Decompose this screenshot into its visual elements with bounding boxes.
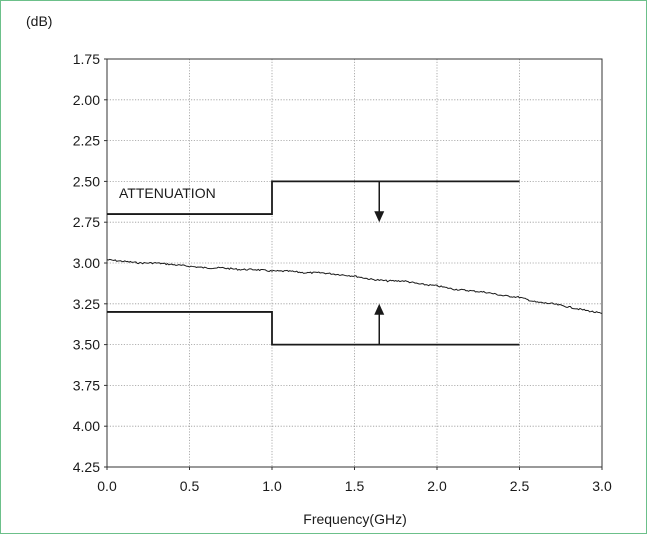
y-tick-label: 3.75 (73, 377, 100, 393)
x-tick-label: 0.5 (180, 478, 200, 494)
data-series (106, 258, 603, 315)
y-axis-label: (dB) (26, 13, 52, 29)
plot-border (106, 58, 603, 468)
limit-arrows (374, 181, 385, 345)
x-tick-label: 2.0 (427, 478, 447, 494)
y-tick-label: 3.00 (73, 255, 100, 271)
y-tick-label: 2.25 (73, 133, 100, 149)
x-tick-label: 0.0 (97, 478, 117, 494)
y-tick-label: 3.50 (73, 337, 100, 353)
arrow-up-icon (374, 303, 385, 315)
measured-attenuation-line (106, 258, 603, 315)
x-tick-label: 1.5 (345, 478, 365, 494)
x-axis-label: Frequency(GHz) (303, 511, 406, 527)
x-tick-label: 1.0 (262, 478, 282, 494)
y-tick-label: 4.25 (73, 459, 100, 475)
y-tick-label: 3.25 (73, 296, 100, 312)
y-tick-label: 2.75 (73, 214, 100, 230)
y-tick-labels: 1.75 2.00 2.25 2.50 2.75 3.00 3.25 3.50 3.75 4.00… (73, 51, 100, 475)
y-tick-label: 4.00 (73, 418, 100, 434)
y-tick-label: 1.75 (73, 51, 100, 67)
y-tick-label: 2.50 (73, 173, 100, 189)
limit-lines (107, 180, 520, 346)
x-tick-labels: 0.0 0.5 1.0 1.5 2.0 2.5 3.0 (97, 478, 612, 494)
attenuation-annotation: ATTENUATION (119, 185, 216, 201)
lower-limit-line (107, 311, 520, 346)
upper-limit-line (107, 180, 520, 215)
x-tick-label: 3.0 (592, 478, 612, 494)
x-tick-label: 2.5 (510, 478, 530, 494)
y-tick-label: 2.00 (73, 92, 100, 108)
arrow-down-icon (374, 211, 385, 223)
